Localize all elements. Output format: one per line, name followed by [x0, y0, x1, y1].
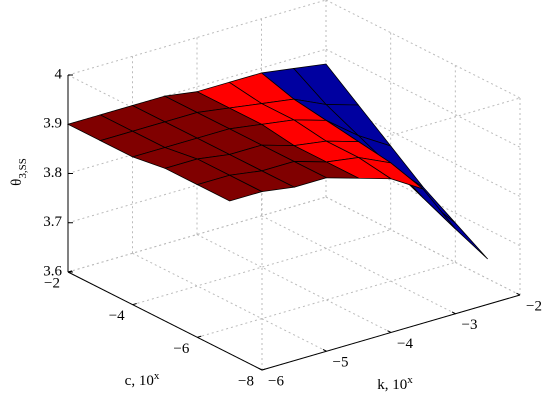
- z-axis-label-text: θ: [9, 179, 25, 186]
- y-axis-label: k, 10x: [377, 374, 413, 394]
- y-tick-label: −5: [333, 355, 349, 371]
- y-tick-label: −3: [462, 317, 478, 333]
- z-tick-label: 3.9: [43, 116, 62, 132]
- grid-line: [261, 215, 456, 315]
- x-axis-label-sup: x: [154, 370, 160, 382]
- y-tick: [451, 311, 456, 315]
- z-tick-label: 3.8: [43, 165, 62, 181]
- x-tick: [132, 302, 137, 306]
- z-tick-label: 4: [55, 66, 63, 82]
- grid-line: [325, 0, 521, 99]
- z-axis-label: θ3,SS: [9, 158, 28, 186]
- z-tick-label: 3.7: [43, 214, 62, 230]
- x-axis-label-text: c, 10: [125, 373, 154, 389]
- grid-line: [197, 261, 456, 338]
- grid-line: [325, 196, 521, 296]
- x-tick-label: −4: [109, 308, 125, 324]
- surface-cell: [196, 174, 264, 202]
- x-axis-label: c, 10x: [125, 370, 160, 390]
- y-tick-label: −2: [526, 298, 542, 314]
- y-axis-label-sup: x: [407, 374, 413, 386]
- x-tick: [67, 270, 73, 273]
- grid-line: [196, 234, 392, 333]
- x-tick-label: −2: [44, 275, 60, 291]
- y-tick: [516, 292, 521, 296]
- y-tick: [322, 349, 327, 352]
- y-tick: [258, 367, 263, 371]
- grid-line: [132, 252, 327, 352]
- x-axis: [67, 271, 263, 371]
- x-tick-label: −8: [238, 373, 254, 389]
- z-tick-label: 3.6: [43, 263, 62, 279]
- grid-line: [325, 196, 521, 296]
- grid-line: [325, 48, 521, 148]
- x-tick: [197, 335, 202, 338]
- y-tick-label: −4: [397, 336, 413, 352]
- x-tick: [261, 368, 267, 371]
- y-axis-label-text: k, 10: [377, 377, 407, 393]
- z-axis-label-sub: 3,SS: [17, 158, 29, 179]
- y-tick-label: −6: [268, 373, 284, 389]
- y-tick: [387, 330, 392, 333]
- x-tick-label: −6: [173, 341, 189, 357]
